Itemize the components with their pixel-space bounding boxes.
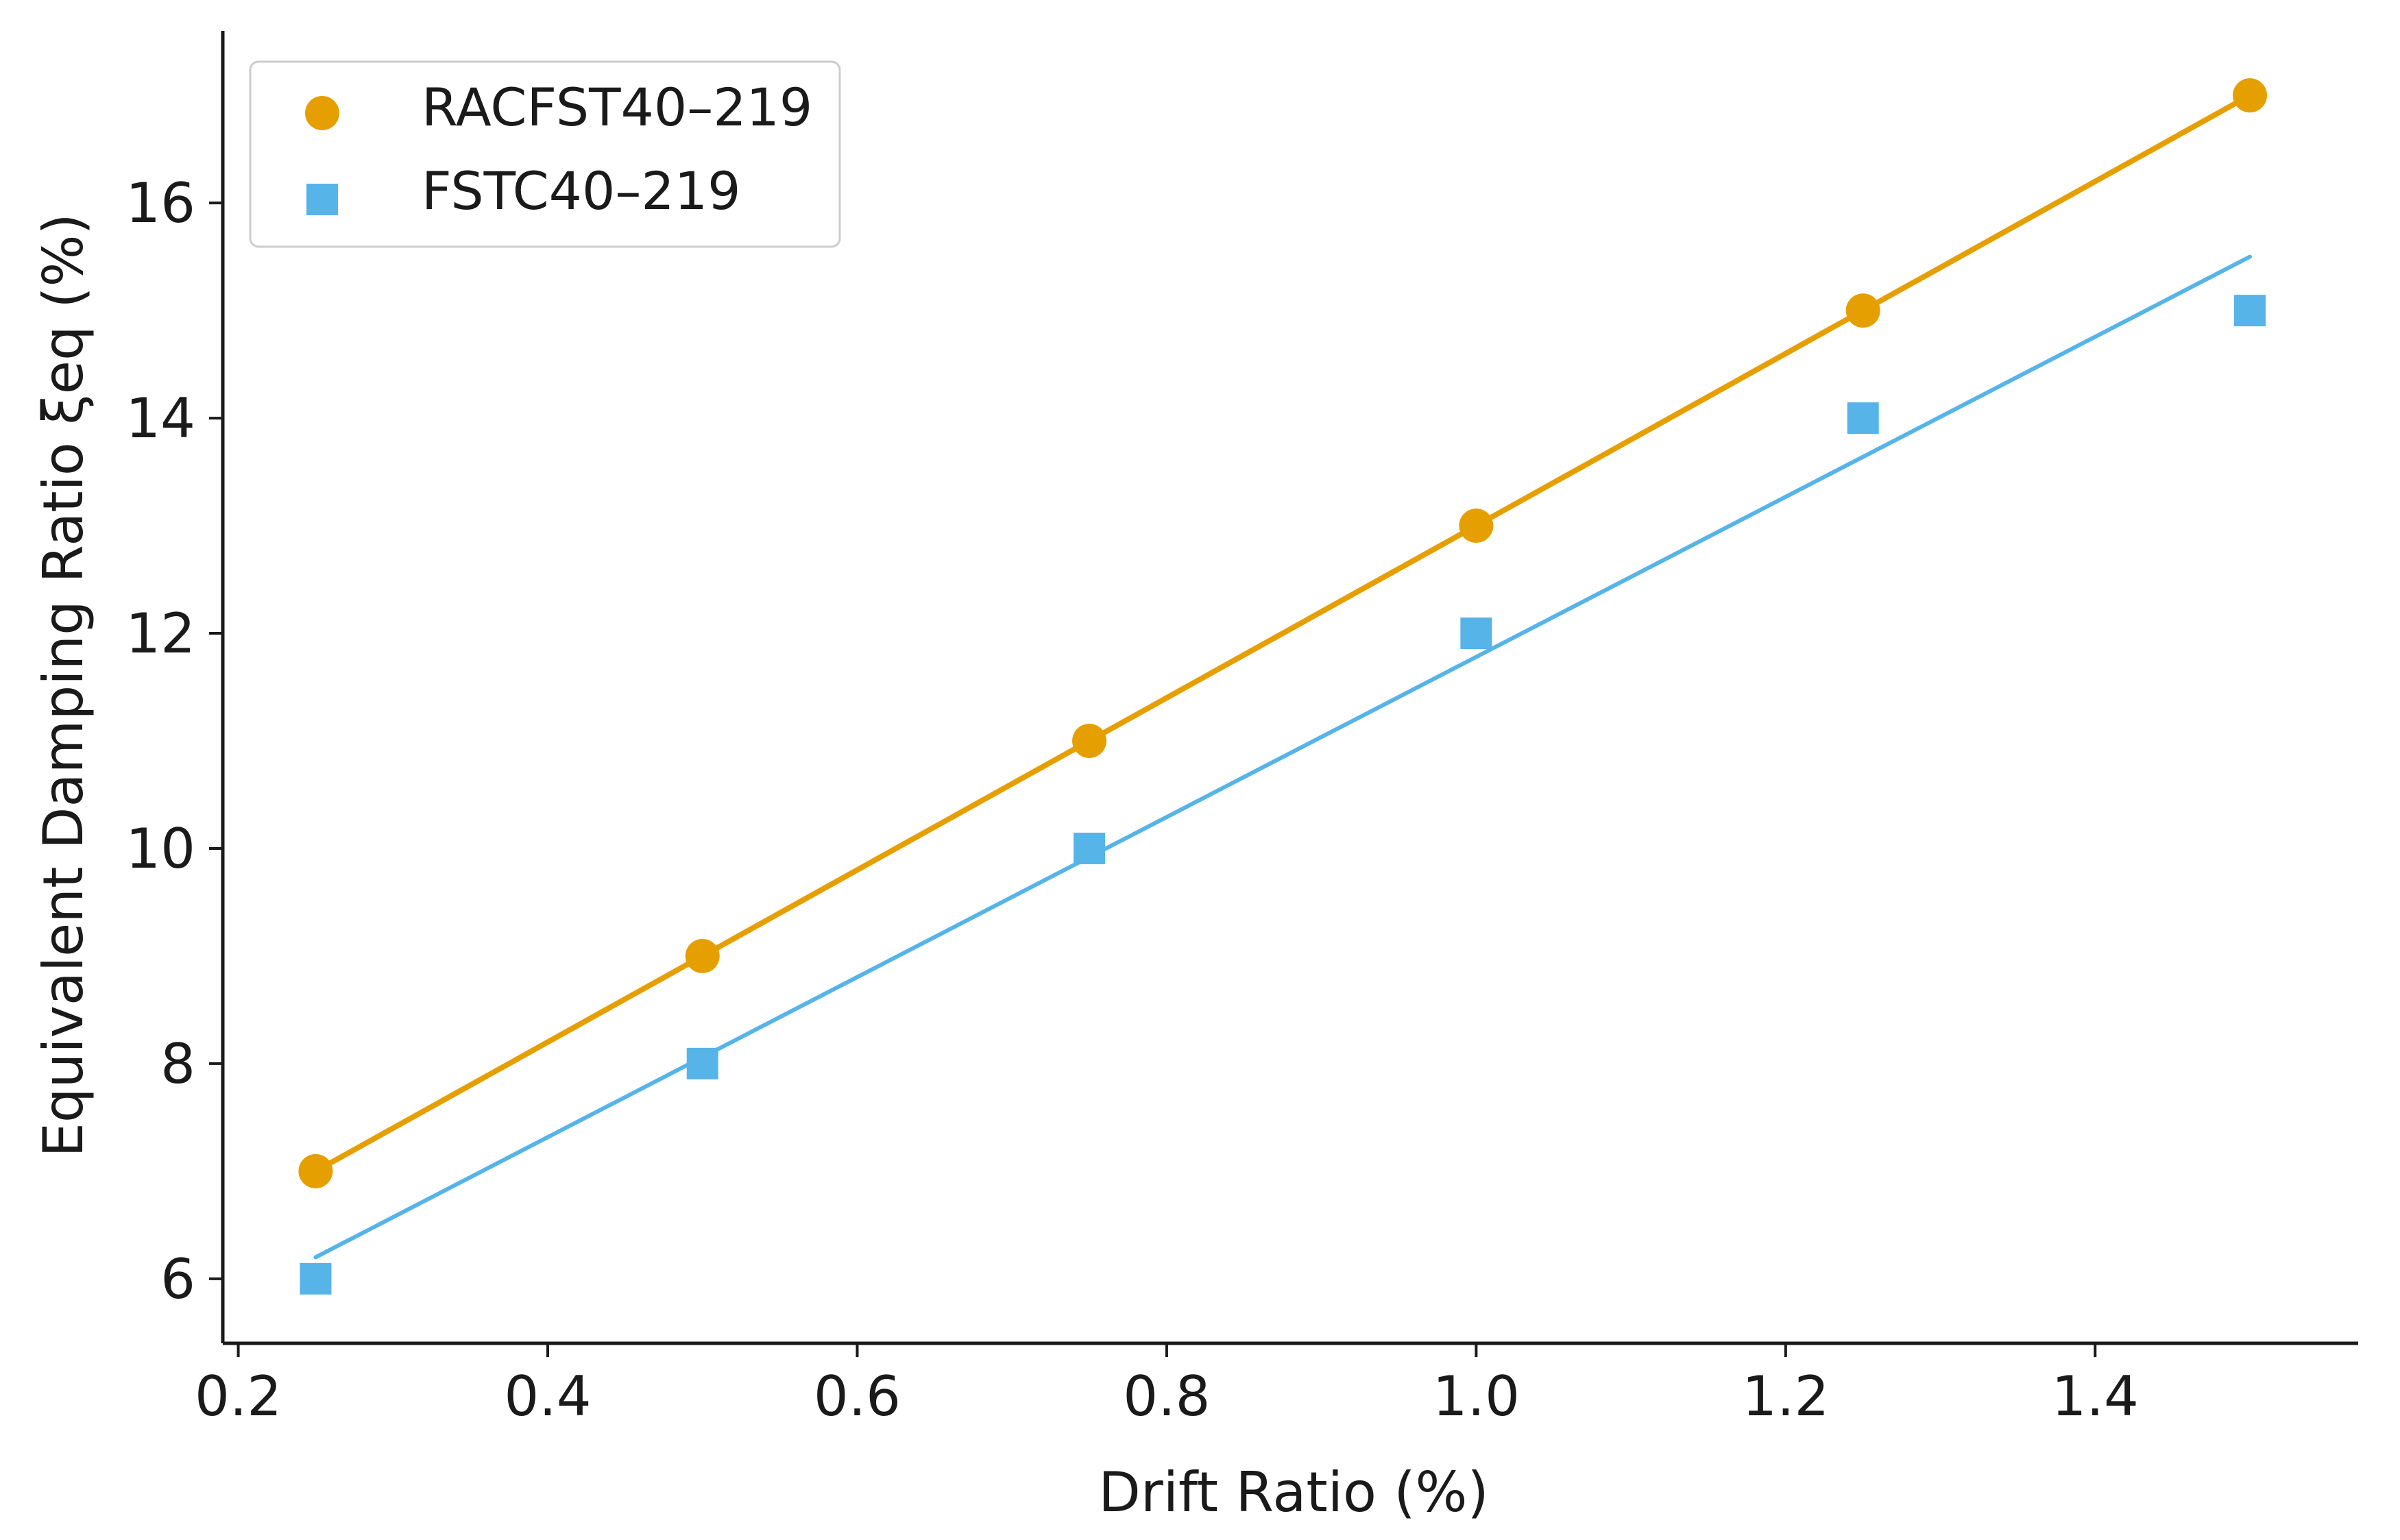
x-tick-label: 1.0 [1433,1365,1520,1428]
series-0-fit-line [313,93,2253,1174]
tick-group: 0.2 0.4 0.6 0.8 1.0 1.2 1.4 6 8 10 12 14 16 [125,171,2139,1428]
legend-label-racfst: RACFST40–219 [422,77,812,138]
x-tick-label: 1.4 [2052,1365,2139,1428]
series-0-point [1459,509,1494,543]
legend-marker-fstc [306,184,338,215]
y-tick-label: 14 [125,387,195,450]
legend: RACFST40–219 FSTC40–219 [249,60,841,248]
legend-label-fstc: FSTC40–219 [422,160,740,221]
series-1-point [1074,832,1106,864]
x-tick-label: 0.2 [195,1365,282,1428]
y-tick-label: 12 [125,602,195,665]
series-1-point [1460,618,1492,650]
y-tick-label: 10 [125,817,195,881]
legend-frame [249,60,841,248]
y-tick-label: 6 [160,1247,195,1311]
series-1-point [1847,402,1879,435]
series-0-point [685,938,720,973]
series-1-fit-line [313,254,2252,1260]
series-1-point [686,1047,718,1079]
x-tick-label: 1.2 [1742,1365,1829,1428]
series-0-point [298,1153,333,1188]
series-0-point [1072,723,1107,758]
series-0-point [2232,78,2267,113]
y-axis-title: Equivalent Damping Ratio ξeq (%) [32,213,95,1157]
fit-lines [313,93,2253,1260]
series-1-point [300,1262,332,1295]
y-tick-label: 8 [160,1032,195,1096]
x-tick-label: 0.8 [1123,1365,1210,1428]
x-tick-label: 0.6 [814,1365,901,1428]
legend-marker-racfst [305,96,339,130]
series-0-point [1845,293,1880,328]
y-tick-label: 16 [125,171,195,235]
axes [221,31,2358,1345]
x-tick-label: 0.4 [504,1365,591,1428]
series-1-point [2233,295,2266,327]
x-axis-title: Drift Ratio (%) [1098,1460,1489,1524]
data-points [298,78,2267,1295]
